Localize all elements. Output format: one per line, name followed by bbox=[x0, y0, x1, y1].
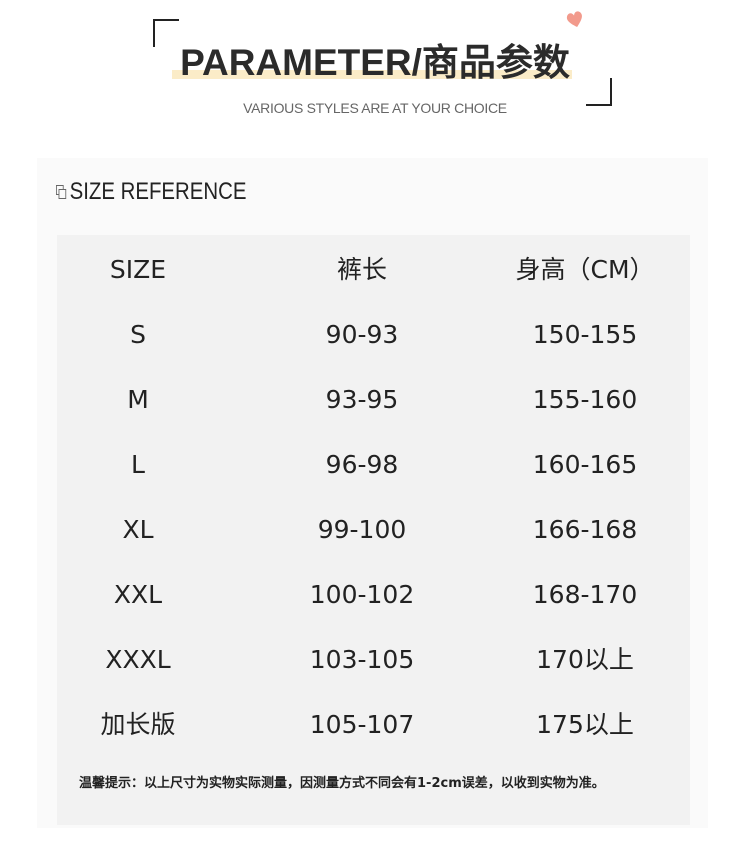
cell-size: S bbox=[130, 320, 146, 349]
header-length: 裤长 bbox=[336, 255, 387, 284]
title-highlight bbox=[172, 70, 572, 79]
table-row: XXXL 103-105 170以上 bbox=[57, 640, 690, 680]
corner-bracket-bottom-right bbox=[586, 78, 612, 106]
cell-length: 103-105 bbox=[309, 645, 415, 674]
page-title: PARAMETER/商品参数 bbox=[180, 42, 570, 83]
heart-icon bbox=[566, 11, 582, 27]
page-subtitle: VARIOUS STYLES ARE AT YOUR CHOICE bbox=[243, 100, 507, 116]
table-row: L 96-98 160-165 bbox=[57, 445, 690, 485]
cell-length: 96-98 bbox=[325, 450, 399, 479]
table-header-row: SIZE 裤长 身高（CM） bbox=[57, 250, 690, 290]
cell-height: 170以上 bbox=[536, 645, 634, 674]
cell-height: 160-165 bbox=[532, 450, 638, 479]
cell-height: 175以上 bbox=[536, 710, 634, 739]
cell-size: L bbox=[131, 450, 145, 479]
cell-length: 99-100 bbox=[317, 515, 407, 544]
table-row: M 93-95 155-160 bbox=[57, 380, 690, 420]
note-text: 温馨提示：以上尺寸为实物实际测量，因测量方式不同会有1-2cm误差，以收到实物为… bbox=[79, 776, 605, 791]
cell-size: XXXL bbox=[105, 645, 171, 674]
cell-height: 168-170 bbox=[532, 580, 638, 609]
table-row: XXL 100-102 168-170 bbox=[57, 575, 690, 615]
cell-size: XL bbox=[122, 515, 154, 544]
table-row: 加长版 105-107 175以上 bbox=[57, 705, 690, 745]
cell-length: 105-107 bbox=[309, 710, 415, 739]
cell-length: 100-102 bbox=[309, 580, 415, 609]
corner-bracket-top-left bbox=[153, 19, 179, 47]
copy-icon bbox=[56, 185, 67, 199]
cell-size: XXL bbox=[113, 580, 163, 609]
header-height: 身高（CM） bbox=[515, 255, 655, 284]
size-table: SIZE 裤长 身高（CM） S 90-93 150-155 M 93-95 155-16… bbox=[57, 235, 690, 825]
cell-length: 93-95 bbox=[325, 385, 399, 414]
cell-height: 155-160 bbox=[532, 385, 638, 414]
cell-height: 150-155 bbox=[532, 320, 638, 349]
table-row: XL 99-100 166-168 bbox=[57, 510, 690, 550]
cell-height: 166-168 bbox=[532, 515, 638, 544]
header-size: SIZE bbox=[109, 255, 167, 284]
cell-size: M bbox=[127, 385, 149, 414]
table-row: S 90-93 150-155 bbox=[57, 315, 690, 355]
section-header: SIZE REFERENCE bbox=[56, 178, 246, 206]
cell-size: 加长版 bbox=[100, 710, 176, 739]
section-title: SIZE REFERENCE bbox=[69, 178, 247, 205]
cell-length: 90-93 bbox=[325, 320, 399, 349]
